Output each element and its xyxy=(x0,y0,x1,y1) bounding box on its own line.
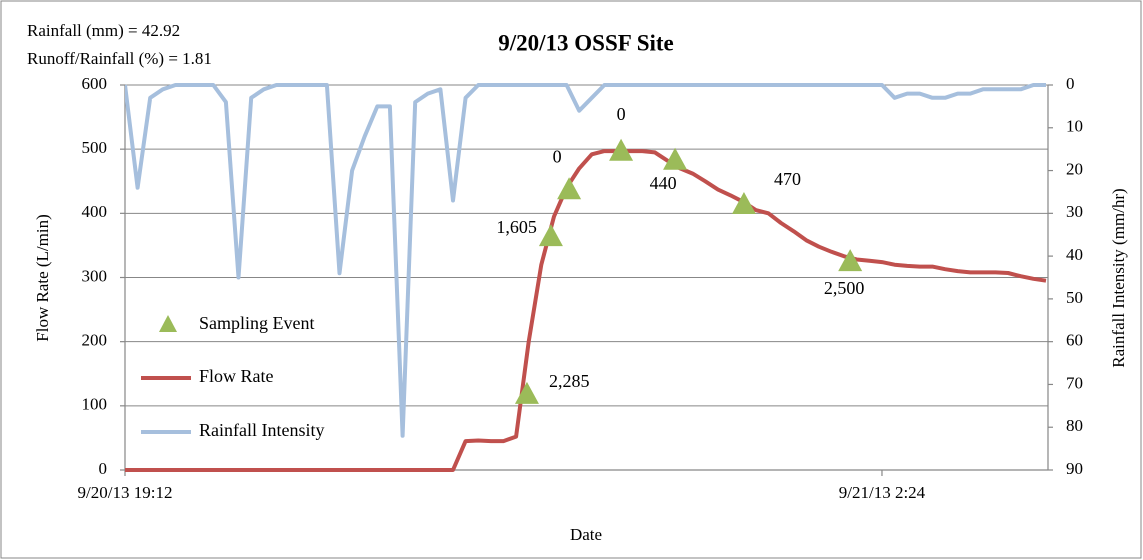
y-tick-label: 500 xyxy=(82,138,108,157)
data-label: 0 xyxy=(553,146,562,166)
y-tick-label: 600 xyxy=(82,74,108,93)
data-label: 470 xyxy=(774,169,801,189)
y-tick-label: 300 xyxy=(82,266,108,285)
data-label: 2,500 xyxy=(824,278,865,298)
legend-label: Sampling Event xyxy=(199,313,315,333)
y2-tick-label: 0 xyxy=(1066,74,1075,93)
x-tick-label: 9/20/13 19:12 xyxy=(78,483,173,502)
series-line xyxy=(125,83,1046,438)
y-tick-label: 200 xyxy=(82,331,108,350)
sampling-marker xyxy=(538,224,563,247)
y2-tick-label: 40 xyxy=(1066,245,1083,264)
chart-title: 9/20/13 OSSF Site xyxy=(498,30,674,55)
y-tick-label: 400 xyxy=(82,202,108,221)
sampling-marker xyxy=(838,249,863,272)
sampling-marker xyxy=(731,191,756,214)
y-tick-label: 0 xyxy=(99,459,108,478)
annotation: Runoff/Rainfall (%) = 1.81 xyxy=(27,49,212,68)
y2-tick-label: 10 xyxy=(1066,117,1083,136)
sampling-marker xyxy=(609,138,634,161)
data-label: 2,285 xyxy=(549,371,590,391)
y2-tick-label: 60 xyxy=(1066,331,1083,350)
y2-tick-label: 50 xyxy=(1066,288,1083,307)
sampling-marker xyxy=(557,177,582,200)
data-label: 440 xyxy=(650,173,677,193)
y2-tick-label: 70 xyxy=(1066,373,1083,392)
y2-tick-label: 90 xyxy=(1066,459,1083,478)
data-label: 0 xyxy=(617,104,626,124)
y2-tick-label: 80 xyxy=(1066,416,1083,435)
legend-label: Rainfall Intensity xyxy=(199,420,324,440)
y-axis-label: Flow Rate (L/min) xyxy=(33,214,52,341)
data-label: 1,605 xyxy=(496,217,537,237)
x-axis-label: Date xyxy=(570,525,602,544)
sampling-marker xyxy=(514,381,539,404)
y2-tick-label: 20 xyxy=(1066,159,1083,178)
legend-label: Flow Rate xyxy=(199,366,274,386)
y-tick-label: 100 xyxy=(82,395,108,414)
x-tick-label: 9/21/13 2:24 xyxy=(839,483,926,502)
sampling-marker xyxy=(663,147,688,170)
series-line xyxy=(125,149,1047,472)
legend-marker xyxy=(159,315,177,332)
y2-axis-label: Rainfall Intensity (mm/hr) xyxy=(1109,188,1128,367)
y2-tick-label: 30 xyxy=(1066,202,1083,221)
annotation: Rainfall (mm) = 42.92 xyxy=(27,21,180,40)
